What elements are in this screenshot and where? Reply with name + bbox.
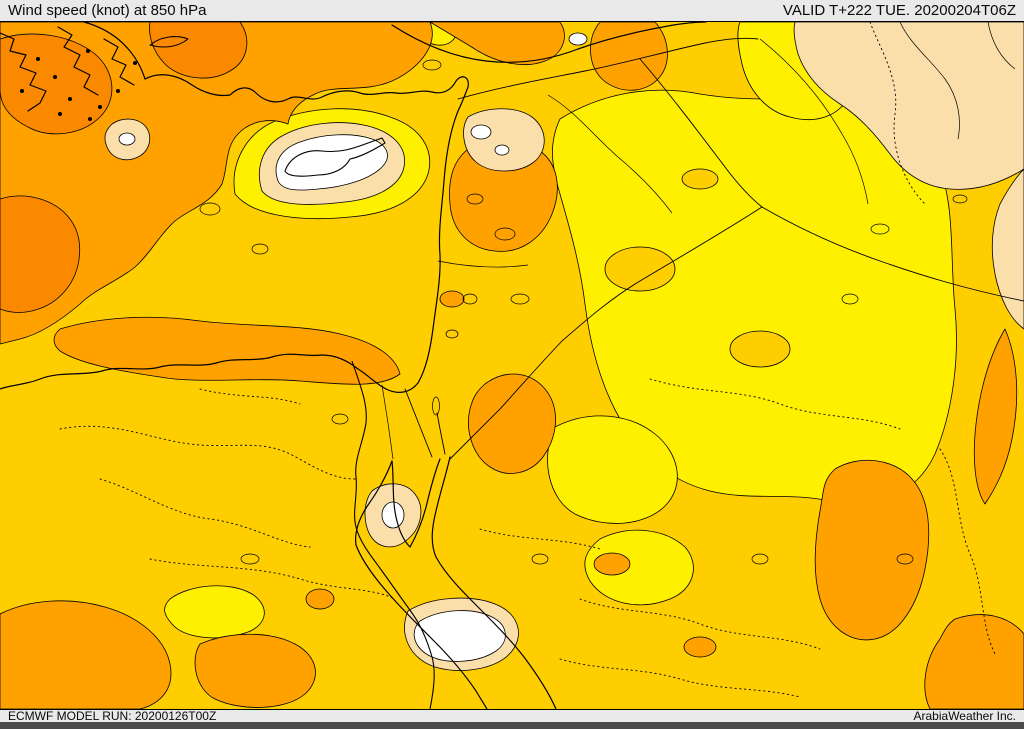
sinai-east-shore [409,458,441,548]
weather-map [0,22,1024,709]
iraq-iran-border [759,38,869,205]
coastline-layer [0,22,707,709]
egypt-israel-border [404,388,433,458]
black-sea-coast [391,22,707,63]
red-sea-east-coast [431,456,557,709]
dark-orange-cores [0,22,248,313]
gold-islands [604,168,791,368]
bottom-dark-strip [0,722,1024,729]
suez-canal [381,384,394,460]
branding-label: ArabiaWeather Inc. [913,709,1017,723]
syria-jordan-border [437,260,529,268]
contour-rings [199,193,968,565]
marmara-outline [149,36,189,48]
turkey-syria-border [457,37,759,100]
syria-iraq-border [639,58,763,208]
sinai-west-shore [391,460,411,548]
west-saudi-orange [814,459,930,641]
map-header-bar: Wind speed (knot) at 850 hPa VALID T+222… [0,0,1024,22]
orange-regions [0,22,1024,709]
wind-speed-fill-layer [0,22,1024,709]
jordan-rift-line [436,412,446,455]
egypt-coast-orange [53,316,401,385]
valid-time-label: VALID T+222 TUE. 20200204T06Z [782,2,1016,19]
map-title: Wind speed (knot) at 850 hPa [8,2,207,19]
cyprus-island [284,137,386,177]
mediterranean-coastline [0,74,469,393]
turkey-west-coast [83,22,146,80]
map-area [0,22,1024,709]
red-sea-west-coast [355,460,488,709]
dotted-line-layer [59,22,996,698]
aegean-islands [20,49,137,121]
northeast-cream-area [793,22,1024,190]
jordan-saudi-border [449,340,563,460]
lake-tuz-outline [422,59,442,71]
border-layer [351,22,1024,709]
dead-sea-outline [432,396,440,416]
map-footer-bar: ECMWF MODEL RUN: 20200126T00Z ArabiaWeat… [0,709,1024,722]
iraq-jordan-border [561,206,763,342]
iraq-saudi-border [761,206,1024,302]
aegean-coastline [0,32,47,112]
euphrates-river [547,94,673,214]
model-run-label: ECMWF MODEL RUN: 20200126T00Z [8,709,217,723]
nile-river [351,360,435,709]
